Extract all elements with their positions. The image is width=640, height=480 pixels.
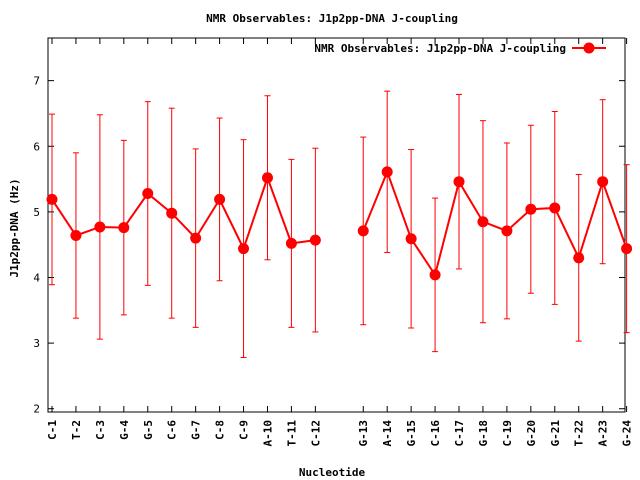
plot-frame — [47, 37, 626, 413]
x-tick-label: C-3 — [94, 420, 107, 440]
x-tick-label: G-4 — [118, 420, 131, 440]
x-tick-label: T-11 — [285, 420, 298, 447]
x-tick-label: C-1 — [46, 420, 59, 440]
data-point — [285, 237, 297, 249]
series-line — [362, 169, 628, 278]
data-point — [525, 203, 537, 215]
x-tick-label: G-7 — [190, 420, 203, 440]
x-tick-label: G-18 — [477, 420, 490, 447]
data-point — [309, 234, 321, 246]
data-point — [261, 172, 273, 184]
series-line — [51, 174, 316, 252]
data-point — [549, 202, 561, 214]
data-point — [381, 166, 393, 178]
legend-label: NMR Observables: J1p2pp-DNA J-coupling — [314, 42, 566, 55]
y-tick-label: 3 — [33, 337, 40, 350]
y-axis-label: J1p2pp-DNA (Hz) — [8, 178, 21, 277]
legend-marker — [583, 42, 595, 54]
x-tick-label: G-13 — [357, 420, 370, 447]
x-tick-label: C-16 — [429, 420, 442, 447]
data-point — [238, 243, 250, 255]
series-points — [46, 166, 633, 281]
data-point — [621, 243, 633, 255]
data-point — [597, 176, 609, 188]
data-point — [405, 233, 417, 245]
data-point — [501, 225, 513, 237]
x-tick-label: C-17 — [453, 420, 466, 447]
data-point — [453, 176, 465, 188]
x-tick-label: G-5 — [142, 420, 155, 440]
chart-title: NMR Observables: J1p2pp-DNA J-coupling — [206, 12, 458, 25]
data-point — [70, 229, 82, 241]
data-point — [142, 188, 154, 200]
data-point — [214, 193, 226, 205]
x-tick-label: G-20 — [525, 420, 538, 447]
x-tick-label: T-22 — [573, 420, 586, 447]
x-tick-label: A-14 — [381, 420, 394, 447]
series-lines — [51, 169, 628, 278]
y-tick-label: 7 — [33, 75, 40, 88]
plot-area: 2 3 4 5 6 7 C-1 T-2 C-3 G-4 G-5 C-6 G-7 C-8 C-9 A-10 T-1… — [33, 37, 634, 447]
data-point — [94, 221, 106, 233]
x-tick-label: G-24 — [621, 420, 634, 447]
data-point — [190, 232, 202, 244]
x-tick-label: C-12 — [309, 420, 322, 447]
x-tick-label: T-2 — [70, 420, 83, 440]
x-tick-label: C-9 — [238, 420, 251, 440]
data-point — [357, 225, 369, 237]
legend: NMR Observables: J1p2pp-DNA J-coupling — [314, 42, 606, 55]
error-bars — [49, 90, 630, 359]
x-tick-label: C-6 — [166, 420, 179, 440]
x-tick-label: A-23 — [597, 420, 610, 447]
y-tick-label: 6 — [33, 140, 40, 153]
x-tick-label: C-8 — [214, 420, 227, 440]
data-point — [46, 193, 58, 205]
y-tick-label: 2 — [33, 403, 40, 416]
x-tick-label: G-15 — [405, 420, 418, 447]
y-tick-label: 4 — [33, 271, 40, 284]
data-point — [166, 207, 178, 219]
data-point — [429, 269, 441, 281]
x-axis-label: Nucleotide — [299, 466, 366, 479]
x-tick-label: G-21 — [549, 420, 562, 447]
data-point — [118, 222, 130, 234]
x-tick-label: C-19 — [501, 420, 514, 447]
data-point — [477, 216, 489, 228]
data-point — [573, 252, 585, 264]
y-tick-label: 5 — [33, 206, 40, 219]
x-tick-label: A-10 — [261, 420, 274, 447]
